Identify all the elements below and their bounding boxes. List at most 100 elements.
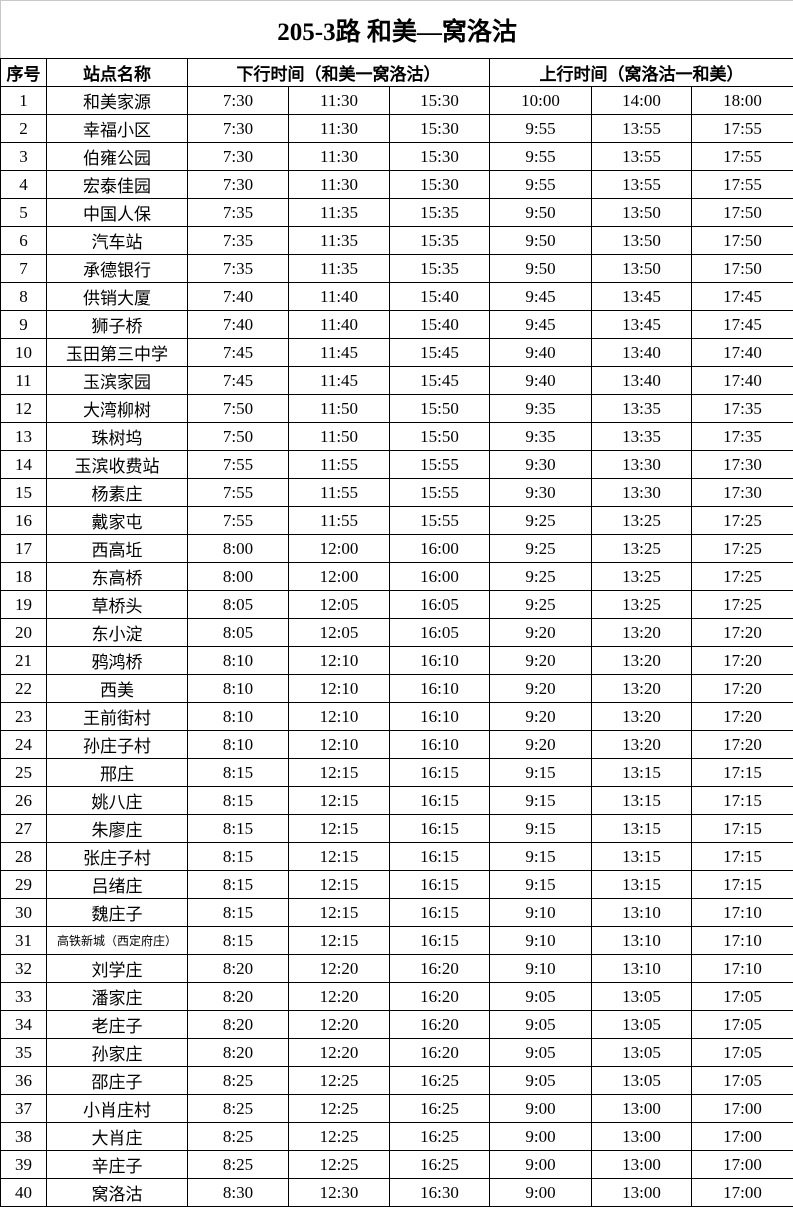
up-time-2: 13:00 xyxy=(592,1123,692,1151)
station-cell: 狮子桥 xyxy=(47,311,188,339)
up-time-1: 9:15 xyxy=(490,787,592,815)
down-time-1: 7:30 xyxy=(188,87,289,115)
up-time-2: 13:00 xyxy=(592,1095,692,1123)
seq-cell: 12 xyxy=(1,395,47,423)
down-time-3: 15:40 xyxy=(390,283,490,311)
up-time-2: 13:05 xyxy=(592,1067,692,1095)
down-time-3: 15:55 xyxy=(390,507,490,535)
station-cell: 老庄子 xyxy=(47,1011,188,1039)
up-time-1: 9:10 xyxy=(490,927,592,955)
down-time-1: 8:05 xyxy=(188,591,289,619)
station-cell: 和美家源 xyxy=(47,87,188,115)
up-time-2: 13:55 xyxy=(592,171,692,199)
up-time-2: 14:00 xyxy=(592,87,692,115)
up-time-2: 13:05 xyxy=(592,983,692,1011)
station-cell: 东高桥 xyxy=(47,563,188,591)
down-time-1: 7:35 xyxy=(188,227,289,255)
up-time-1: 9:55 xyxy=(490,115,592,143)
up-time-2: 13:00 xyxy=(592,1179,692,1207)
seq-cell: 18 xyxy=(1,563,47,591)
up-time-1: 9:00 xyxy=(490,1179,592,1207)
down-time-3: 15:30 xyxy=(390,115,490,143)
up-time-2: 13:40 xyxy=(592,339,692,367)
up-time-3: 17:40 xyxy=(692,339,793,367)
down-time-2: 12:05 xyxy=(289,619,390,647)
up-time-3: 17:40 xyxy=(692,367,793,395)
up-time-1: 9:00 xyxy=(490,1095,592,1123)
down-time-1: 8:20 xyxy=(188,983,289,1011)
down-time-1: 8:15 xyxy=(188,871,289,899)
station-cell: 刘学庄 xyxy=(47,955,188,983)
station-cell: 姚八庄 xyxy=(47,787,188,815)
up-time-3: 17:25 xyxy=(692,591,793,619)
down-time-1: 8:25 xyxy=(188,1095,289,1123)
up-time-3: 18:00 xyxy=(692,87,793,115)
down-time-1: 8:15 xyxy=(188,815,289,843)
down-time-2: 12:15 xyxy=(289,899,390,927)
station-cell: 幸福小区 xyxy=(47,115,188,143)
down-time-3: 16:20 xyxy=(390,983,490,1011)
down-time-3: 16:15 xyxy=(390,815,490,843)
seq-cell: 21 xyxy=(1,647,47,675)
down-time-1: 8:15 xyxy=(188,927,289,955)
up-time-1: 9:55 xyxy=(490,171,592,199)
station-cell: 高铁新城（西定府庄） xyxy=(47,927,188,955)
up-time-2: 13:20 xyxy=(592,619,692,647)
down-time-1: 8:20 xyxy=(188,1039,289,1067)
down-time-3: 16:10 xyxy=(390,703,490,731)
up-time-2: 13:15 xyxy=(592,787,692,815)
up-time-3: 17:20 xyxy=(692,675,793,703)
up-time-2: 13:10 xyxy=(592,927,692,955)
seq-cell: 16 xyxy=(1,507,47,535)
down-time-3: 16:05 xyxy=(390,591,490,619)
seq-cell: 24 xyxy=(1,731,47,759)
up-time-2: 13:20 xyxy=(592,675,692,703)
up-time-1: 9:05 xyxy=(490,1011,592,1039)
header-down: 下行时间（和美一窝洛沽） xyxy=(188,59,490,87)
up-time-3: 17:55 xyxy=(692,143,793,171)
seq-cell: 27 xyxy=(1,815,47,843)
down-time-3: 16:25 xyxy=(390,1095,490,1123)
up-time-1: 9:50 xyxy=(490,227,592,255)
up-time-1: 9:10 xyxy=(490,899,592,927)
up-time-3: 17:30 xyxy=(692,451,793,479)
seq-cell: 35 xyxy=(1,1039,47,1067)
station-cell: 吕绪庄 xyxy=(47,871,188,899)
up-time-1: 9:25 xyxy=(490,591,592,619)
up-time-3: 17:00 xyxy=(692,1179,793,1207)
station-cell: 王前街村 xyxy=(47,703,188,731)
up-time-2: 13:10 xyxy=(592,955,692,983)
station-cell: 承德银行 xyxy=(47,255,188,283)
seq-cell: 29 xyxy=(1,871,47,899)
down-time-2: 11:45 xyxy=(289,339,390,367)
seq-cell: 30 xyxy=(1,899,47,927)
header-station: 站点名称 xyxy=(47,59,188,87)
down-time-2: 12:30 xyxy=(289,1179,390,1207)
down-time-2: 11:30 xyxy=(289,171,390,199)
up-time-2: 13:20 xyxy=(592,647,692,675)
down-time-2: 12:25 xyxy=(289,1095,390,1123)
up-time-1: 9:50 xyxy=(490,199,592,227)
up-time-1: 9:35 xyxy=(490,423,592,451)
up-time-3: 17:50 xyxy=(692,227,793,255)
down-time-1: 7:30 xyxy=(188,143,289,171)
down-time-2: 11:55 xyxy=(289,479,390,507)
station-cell: 邵庄子 xyxy=(47,1067,188,1095)
up-time-1: 9:05 xyxy=(490,1039,592,1067)
down-time-2: 12:10 xyxy=(289,703,390,731)
station-cell: 供销大厦 xyxy=(47,283,188,311)
down-time-1: 7:30 xyxy=(188,171,289,199)
down-time-3: 16:20 xyxy=(390,1011,490,1039)
